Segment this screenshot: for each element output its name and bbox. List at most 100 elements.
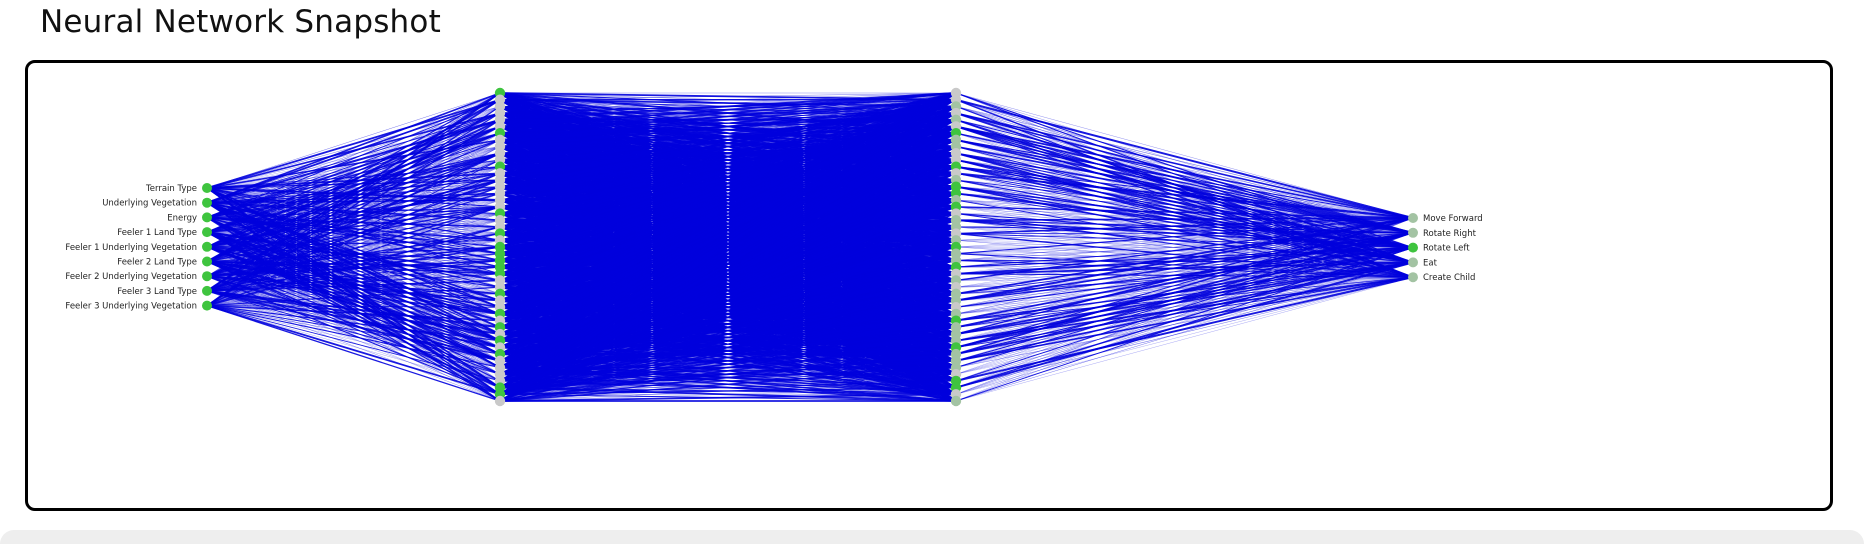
connection-line	[499, 387, 957, 402]
connection-line	[206, 152, 501, 292]
connection-line	[499, 92, 957, 154]
connection-line	[499, 92, 957, 342]
connection-line	[955, 217, 1414, 302]
connection-line	[955, 217, 1414, 395]
output-label: Rotate Left	[1423, 244, 1470, 254]
connection-line	[955, 262, 1414, 375]
connection-line	[206, 166, 501, 306]
connection-line	[206, 92, 501, 189]
connection-line	[499, 92, 957, 328]
connection-line	[206, 273, 501, 306]
connection-line	[499, 92, 957, 114]
connection-line	[499, 92, 957, 235]
connection-line	[955, 217, 1414, 368]
connection-line	[955, 92, 1414, 219]
connection-line	[499, 220, 957, 402]
connection-line	[499, 92, 957, 355]
connection-line	[499, 266, 957, 402]
connection-line	[206, 92, 501, 204]
connection-line	[206, 118, 501, 263]
connection-line	[955, 199, 1414, 219]
connection-line	[206, 305, 501, 308]
connection-line	[499, 92, 957, 322]
connection-line	[206, 132, 501, 262]
connection-line	[206, 106, 501, 247]
connection-line	[499, 106, 957, 402]
connection-line	[955, 217, 1414, 288]
connection-line	[955, 193, 1414, 219]
connection-line	[499, 206, 957, 402]
output-label: Eat	[1423, 258, 1438, 268]
neural-network-diagram: Terrain Type Underlying Vegetation Energy F…	[65, 87, 1483, 407]
connection-line	[955, 262, 1414, 402]
input-label: Feeler 1 Land Type	[117, 228, 197, 238]
connection-line	[955, 217, 1414, 255]
hidden-1-node	[494, 395, 506, 407]
connection-line	[206, 112, 501, 262]
connection-line	[955, 247, 1414, 375]
connection-line	[955, 217, 1414, 308]
connection-line	[955, 247, 1414, 368]
input-node	[202, 271, 212, 282]
connection-line	[499, 92, 957, 208]
connection-line	[499, 92, 957, 254]
connection-line	[499, 92, 957, 214]
connection-line	[499, 374, 957, 402]
connection-line	[955, 232, 1414, 369]
connection-line	[206, 112, 501, 233]
connection-line	[206, 293, 501, 306]
connection-line	[206, 105, 501, 307]
connection-line	[955, 217, 1414, 382]
connection-line	[955, 217, 1414, 222]
connection-line	[206, 99, 501, 233]
connection-line	[206, 119, 501, 277]
connection-line	[955, 232, 1414, 355]
connection-line	[955, 217, 1414, 388]
connection-line	[499, 92, 957, 128]
connection-line	[955, 206, 1414, 219]
connection-line	[955, 246, 1414, 389]
connection-line	[206, 92, 501, 218]
connection-line	[206, 146, 501, 292]
connection-line	[206, 246, 501, 306]
connection-line	[499, 92, 957, 389]
input-label: Feeler 1 Underlying Vegetation	[65, 243, 197, 253]
connection-line	[206, 106, 501, 218]
connection-line	[955, 217, 1414, 235]
connection-line	[499, 92, 957, 369]
connection-line	[206, 112, 501, 218]
connection-line	[955, 277, 1414, 395]
connection-line	[206, 220, 501, 306]
connection-line	[499, 92, 957, 308]
connection-line	[499, 92, 957, 121]
connection-line	[206, 139, 501, 306]
connection-line	[206, 119, 501, 247]
label-layer: Terrain Type Underlying Vegetation Energy F…	[65, 184, 1482, 312]
connection-line	[499, 327, 957, 402]
connection-line	[206, 159, 501, 306]
connection-line	[955, 166, 1414, 219]
output-node	[1408, 242, 1418, 253]
connection-line	[499, 92, 957, 107]
connection-line	[955, 172, 1414, 219]
connection-line	[499, 353, 957, 402]
connection-line	[955, 232, 1414, 388]
connection-line	[955, 261, 1414, 389]
output-node	[1408, 257, 1418, 268]
connection-line	[206, 153, 501, 203]
connection-line	[955, 217, 1414, 248]
connection-line	[206, 139, 501, 277]
connection-line	[206, 146, 501, 248]
connection-line	[955, 159, 1414, 219]
connection-line	[206, 139, 501, 263]
connection-line	[499, 92, 957, 361]
connection-line	[499, 273, 957, 402]
output-label: Move Forward	[1423, 214, 1483, 224]
connection-line	[499, 145, 957, 402]
connection-line	[206, 125, 501, 248]
connection-line	[206, 146, 501, 189]
connection-line	[955, 232, 1414, 362]
connection-line	[955, 217, 1414, 355]
input-node	[202, 285, 212, 296]
connection-line	[955, 217, 1414, 341]
